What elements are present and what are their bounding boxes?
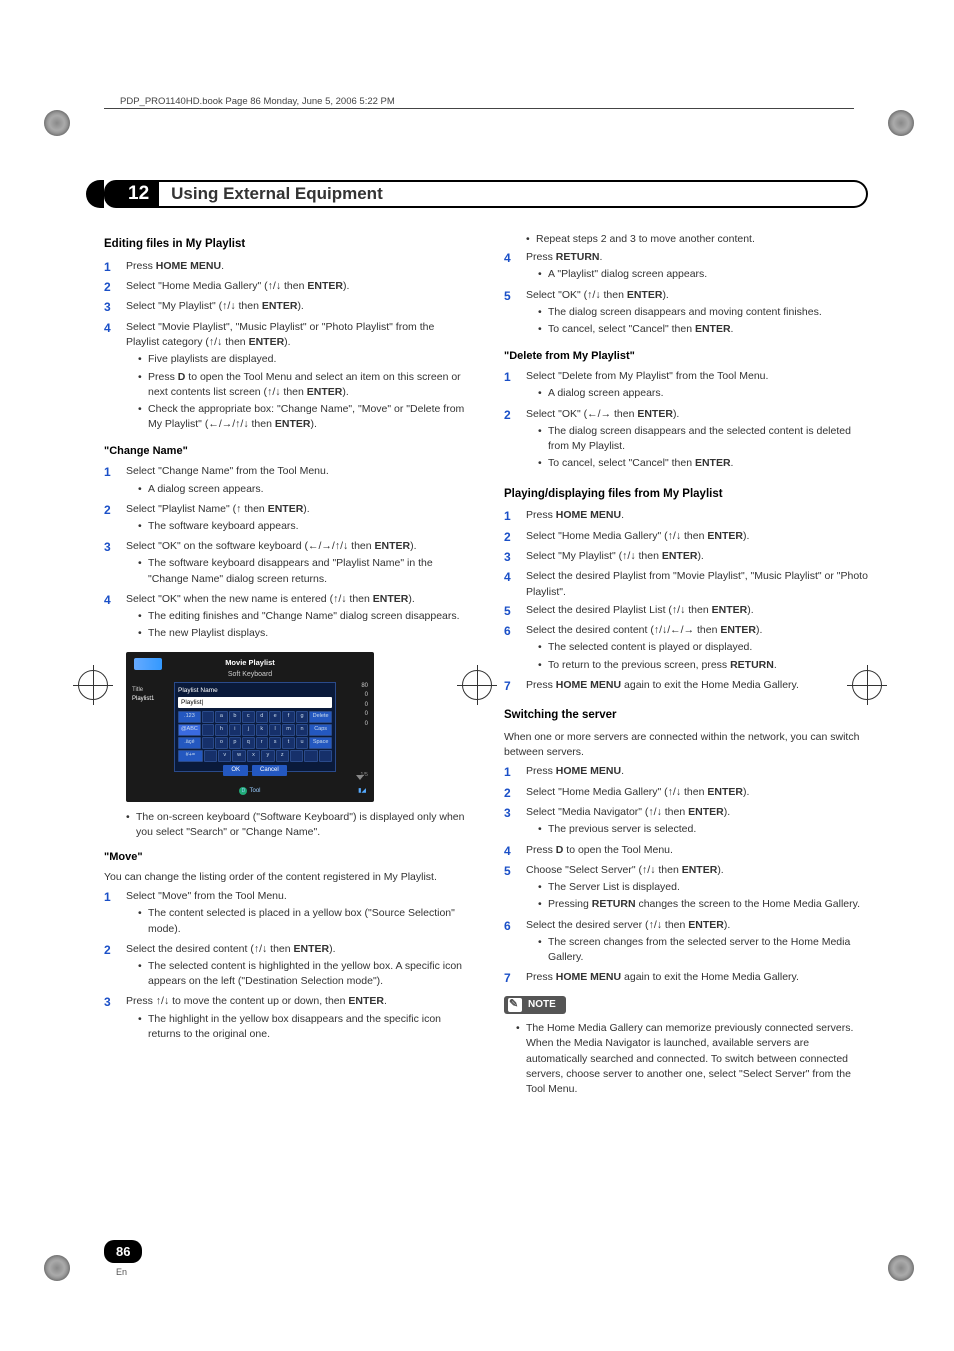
- h-switch: Switching the server: [504, 707, 868, 724]
- note-label: NOTE: [528, 998, 556, 1013]
- shot-ok: OK: [223, 765, 248, 776]
- pl-s5: Select the desired Playlist List (↑/↓ th…: [526, 603, 868, 620]
- h-play: Playing/displaying files from My Playlis…: [504, 486, 868, 503]
- pencil-icon: [508, 998, 522, 1012]
- shot-keyboard: .123abcdefgDelete@ABChijklmnCaps.äçéopqr…: [178, 711, 332, 762]
- pl-s7: Press HOME MENU again to exit the Home M…: [526, 678, 868, 695]
- page-lang: En: [116, 1267, 142, 1277]
- pl-s4: Select the desired Playlist from "Movie …: [526, 569, 868, 599]
- sw-s6: Select the desired server (↑/↓ then ENTE…: [526, 918, 868, 968]
- after-shot-note: The on-screen keyboard ("Software Keyboa…: [126, 810, 468, 840]
- pl-s3: Select "My Playlist" (↑/↓ then ENTER).: [526, 549, 868, 566]
- h-delete: "Delete from My Playlist": [504, 349, 868, 365]
- chapter-header: 12 Using External Equipment: [104, 180, 868, 208]
- sw-s5: Choose "Select Server" (↑/↓ then ENTER).…: [526, 863, 868, 915]
- right-column: Repeat steps 2 and 3 to move another con…: [504, 230, 868, 1099]
- header-rule: [104, 108, 854, 109]
- shot-side-r: 80 0 0 0 0: [361, 682, 368, 730]
- mv-s1: Select "Move" from the Tool Menu. The co…: [126, 889, 468, 939]
- edit-s2: Select "Home Media Gallery" (↑/↓ then EN…: [126, 279, 468, 296]
- shot-sub: Soft Keyboard: [134, 670, 366, 680]
- pl-s6: Select the desired content (↑/↓/←/→ then…: [526, 623, 868, 675]
- chg-s3: Select "OK" on the software keyboard (←/…: [126, 539, 468, 589]
- h-move: "Move": [104, 850, 468, 866]
- edit-s4: Select "Movie Playlist", "Music Playlist…: [126, 320, 468, 435]
- note-head: NOTE: [504, 996, 566, 1015]
- sw-s3: Select "Media Navigator" (↑/↓ then ENTER…: [526, 805, 868, 839]
- header-filename: PDP_PRO1140HD.book Page 86 Monday, June …: [120, 96, 395, 107]
- edit-s4-b3: Check the appropriate box: "Change Name"…: [138, 402, 468, 432]
- soft-keyboard-screenshot: Movie Playlist Soft Keyboard Title Playl…: [126, 652, 374, 802]
- mv-s3: Press ↑/↓ to move the content up or down…: [126, 994, 468, 1044]
- del-s2: Select "OK" (←/→ then ENTER). The dialog…: [526, 407, 868, 474]
- move-intro: You can change the listing order of the …: [104, 870, 468, 885]
- crop-corner-bl: [44, 1255, 70, 1281]
- page-body: 12 Using External Equipment Editing file…: [104, 180, 868, 1231]
- crop-corner-br: [888, 1255, 914, 1281]
- edit-s4-b2: Press D to open the Tool Menu and select…: [138, 370, 468, 400]
- del-s1: Select "Delete from My Playlist" from th…: [526, 369, 868, 403]
- edit-s4-b1: Five playlists are displayed.: [138, 352, 468, 367]
- shot-logo: [134, 658, 162, 670]
- chg-s4: Select "OK" when the new name is entered…: [126, 592, 468, 644]
- sw-s1: Press HOME MENU.: [526, 764, 868, 781]
- h-change: "Change Name": [104, 444, 468, 460]
- page-number-badge: 86 En: [104, 1240, 142, 1277]
- chg-s1: Select "Change Name" from the Tool Menu.…: [126, 464, 468, 498]
- h-editing: Editing files in My Playlist: [104, 236, 468, 253]
- shot-corner: ▮◢: [358, 787, 366, 796]
- r-top-b1: Repeat steps 2 and 3 to move another con…: [526, 232, 868, 247]
- chg-s2: Select "Playlist Name" (↑ then ENTER). T…: [126, 502, 468, 536]
- mv-s2: Select the desired content (↑/↓ then ENT…: [126, 942, 468, 992]
- sw-s4: Press D to open the Tool Menu.: [526, 843, 868, 860]
- switch-intro: When one or more servers are connected w…: [504, 730, 868, 760]
- sw-s2: Select "Home Media Gallery" (↑/↓ then EN…: [526, 785, 868, 802]
- crop-corner-tl: [44, 110, 70, 136]
- shot-title: Movie Playlist: [134, 658, 366, 669]
- shot-footer: DTool: [126, 787, 374, 796]
- r-s5: Select "OK" (↑/↓ then ENTER). The dialog…: [526, 288, 868, 340]
- r-s4: Press RETURN. A "Playlist" dialog screen…: [526, 250, 868, 284]
- page-number: 86: [104, 1240, 142, 1263]
- note-box: NOTE The Home Media Gallery can memorize…: [504, 996, 868, 1098]
- shot-tri: [356, 775, 364, 780]
- edit-s1: Press HOME MENU.: [126, 259, 468, 276]
- left-column: Editing files in My Playlist 1Press HOME…: [104, 230, 468, 1099]
- sw-s7: Press HOME MENU again to exit the Home M…: [526, 970, 868, 987]
- chapter-number: 12: [104, 180, 159, 208]
- pl-s2: Select "Home Media Gallery" (↑/↓ then EN…: [526, 529, 868, 546]
- chapter-title: Using External Equipment: [159, 180, 868, 208]
- shot-side-l: Title Playlist1: [132, 686, 154, 705]
- pl-s1: Press HOME MENU.: [526, 508, 868, 525]
- shot-cancel: Cancel: [252, 765, 287, 776]
- crop-corner-tr: [888, 110, 914, 136]
- note-b1: The Home Media Gallery can memorize prev…: [516, 1021, 868, 1097]
- edit-s3: Select "My Playlist" (↑/↓ then ENTER).: [126, 299, 468, 316]
